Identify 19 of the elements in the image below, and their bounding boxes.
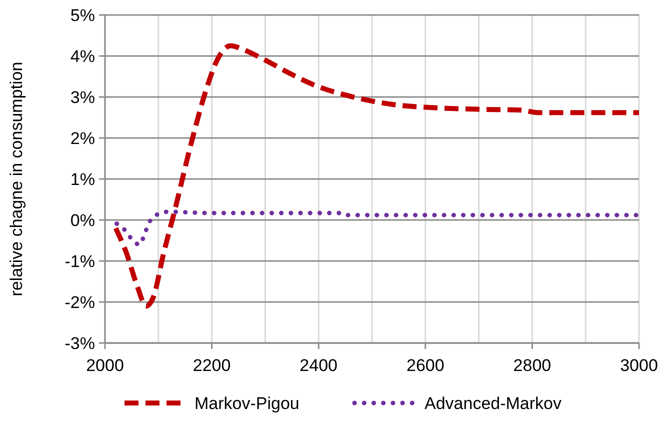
- y-axis-title: relative chagne in consumption: [7, 62, 26, 296]
- y-tick-label: 5%: [70, 6, 95, 25]
- x-tick-label: 2000: [86, 356, 124, 375]
- x-tick-label: 2400: [300, 356, 338, 375]
- x-tick-label: 3000: [620, 356, 658, 375]
- x-tick-label: 2800: [513, 356, 552, 375]
- y-tick-label: 4%: [70, 46, 95, 66]
- x-tick-label: 2600: [406, 356, 444, 375]
- y-tick-label: 2%: [70, 128, 95, 148]
- y-tick-label: -1%: [64, 252, 95, 271]
- y-tick-label: 3%: [70, 88, 95, 107]
- y-tick-label: -3%: [64, 334, 95, 353]
- y-tick-label: 1%: [70, 170, 95, 189]
- legend-label: Advanced-Markov: [424, 394, 562, 413]
- line-series: [114, 210, 642, 247]
- y-tick-label: -2%: [64, 292, 95, 312]
- y-tick-label: 0%: [70, 210, 95, 230]
- x-tick-label: 2200: [192, 356, 231, 375]
- legend-label: Markov-Pigou: [194, 394, 300, 413]
